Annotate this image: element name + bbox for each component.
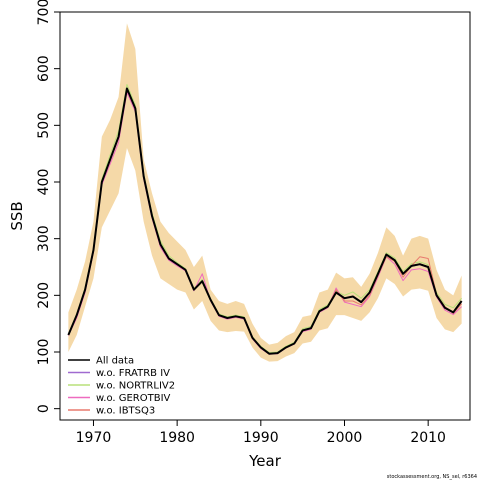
legend-label: All data (96, 356, 134, 367)
y-tick-label: 400 (36, 169, 52, 196)
y-tick-label: 100 (36, 339, 52, 366)
y-tick-label: 500 (36, 112, 52, 139)
y-tick-label: 600 (36, 55, 52, 82)
x-tick-label: 1980 (159, 430, 195, 446)
x-axis-title: Year (248, 452, 282, 470)
y-tick-label: 0 (36, 404, 52, 413)
footnote: stockassessment.org, NS_sel, r6364 (387, 474, 477, 480)
plot-frame (59, 11, 471, 421)
y-tick-label: 300 (36, 225, 52, 252)
confidence-band (68, 23, 462, 362)
plot-area (67, 23, 463, 362)
x-tick-label: 1970 (76, 430, 112, 446)
y-tick-label: 700 (36, 0, 52, 25)
x-axis: 1970 1980 1990 2000 2010 (76, 420, 446, 446)
y-axis-title: SSB (8, 201, 26, 230)
series-line-0 (67, 87, 463, 355)
x-tick-label: 2010 (410, 430, 446, 446)
legend-label: w.o. IBTSQ3 (96, 406, 155, 417)
legend-label: w.o. FRATRB IV (96, 368, 170, 379)
legend-label: w.o. NORTRLIV2 (96, 381, 175, 392)
x-tick-label: 1990 (243, 430, 279, 446)
legend-label: w.o. GEROTBIV (96, 393, 171, 404)
y-axis: 0 100 200 300 400 500 600 700 (36, 0, 60, 413)
y-tick-label: 200 (36, 282, 52, 309)
x-tick-label: 2000 (327, 430, 363, 446)
